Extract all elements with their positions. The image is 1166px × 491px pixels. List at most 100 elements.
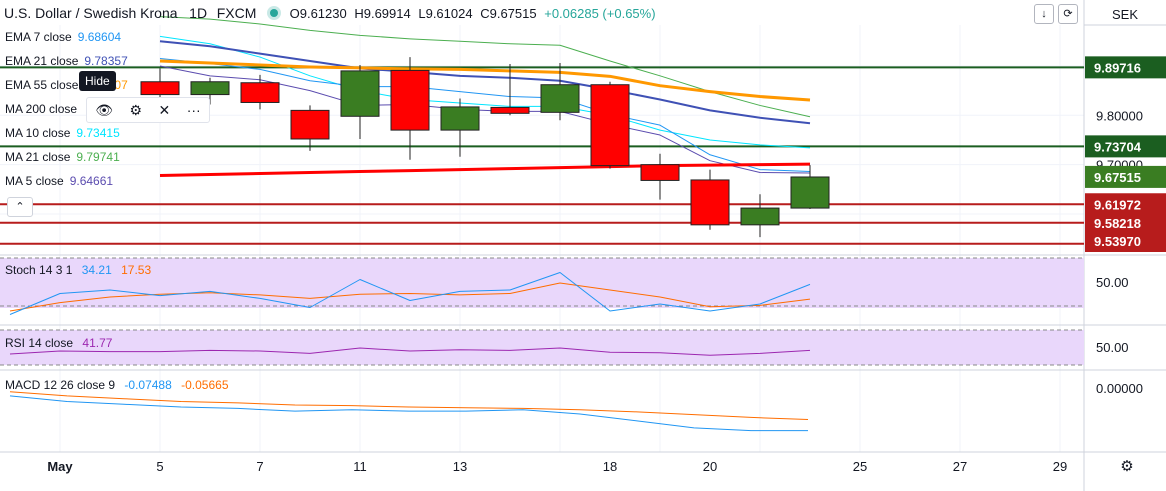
candle-body [490, 106, 530, 114]
legend-item-value: 9.78357 [84, 54, 128, 68]
gear-icon[interactable]: ⚙ [1120, 457, 1133, 475]
time-axis: May 5 7 11 13 18 20 25 27 29 ⚙ [47, 457, 1133, 475]
candle-body [590, 84, 630, 167]
exchange-label: FXCM [216, 5, 257, 21]
price-label: 9.89716 [1094, 60, 1141, 75]
candle-body [290, 109, 330, 140]
legend-item-value: 9.73415 [76, 126, 120, 140]
legend-item-label: MA 5 close [5, 174, 64, 188]
ohlc-open: O9.61230 [289, 6, 347, 21]
legend-item-value: 9.68604 [77, 30, 122, 44]
collapse-legend-button[interactable]: ⌃ [7, 197, 33, 217]
legend-item-label: MA 200 close [5, 102, 78, 116]
time-tick-label: 11 [353, 459, 367, 474]
rsi-band [0, 330, 1084, 365]
candle-body [440, 106, 480, 131]
rsi-label[interactable]: RSI 14 close [5, 336, 74, 350]
legend-item-label: EMA 21 close [5, 54, 79, 68]
time-tick-label: 13 [453, 459, 467, 474]
legend-item-value: 9.64661 [69, 174, 114, 188]
price-axis: 9.800009.70000SEK9.897169.737049.619729.… [1084, 7, 1166, 252]
gear-icon[interactable]: ⚙ [129, 101, 143, 118]
price-label-box [1085, 211, 1166, 234]
symbol-title[interactable]: U.S. Dollar / Swedish Krona [4, 5, 178, 21]
more-icon[interactable]: ··· [186, 102, 201, 118]
currency-label: SEK [1112, 7, 1138, 22]
price-change: +0.06285 (+0.65%) [544, 6, 656, 21]
candle-body [790, 176, 830, 209]
refresh-icon[interactable]: ⟳ [1058, 4, 1078, 24]
ma21-line [159, 16, 811, 118]
candle-body [740, 207, 780, 226]
macd-label[interactable]: MACD 12 26 close 9 [5, 378, 116, 392]
candle-body [390, 69, 430, 131]
price-label: 9.61972 [1094, 197, 1141, 212]
price-label-box [1085, 193, 1166, 216]
legend-item[interactable]: EMA 7 close 9.68604 [5, 30, 121, 44]
candle-body [190, 81, 230, 96]
legend-item[interactable]: MA 21 close 9.79741 [5, 150, 120, 164]
ma5-line [159, 65, 811, 174]
time-tick-label: May [47, 459, 73, 474]
stoch-d-value: 17.53 [121, 263, 152, 277]
stoch-legend: Stoch 14 3 1 34.21 17.53 [5, 263, 151, 277]
stoch-tick-label: 50.00 [1096, 275, 1129, 290]
ma200-line [159, 162, 811, 178]
rsi-tick-label: 50.00 [1096, 340, 1129, 355]
legend-item-value: 9.79741 [76, 150, 120, 164]
candle-body [340, 70, 380, 117]
market-status-icon [269, 9, 278, 17]
rsi-line [9, 347, 811, 356]
macd-value: -0.07488 [124, 378, 172, 392]
close-icon[interactable]: ✕ [158, 101, 171, 118]
time-tick-label: 25 [853, 459, 867, 474]
legend-item[interactable]: MA 10 close 9.73415 [5, 126, 120, 140]
candle-body [540, 84, 580, 113]
price-label: 9.67515 [1094, 170, 1141, 185]
ema55-line [159, 59, 811, 102]
symbol-header: U.S. Dollar / Swedish Krona 1D FXCM O9.6… [4, 5, 656, 21]
ohlc-close: C9.67515 [480, 6, 537, 21]
time-tick-label: 5 [156, 459, 163, 474]
legend-item-label: EMA 7 close [5, 30, 72, 44]
stoch-d-line [9, 282, 811, 312]
macd-line [9, 395, 808, 432]
stoch-label[interactable]: Stoch 14 3 1 [5, 263, 73, 277]
price-label-box [1085, 165, 1166, 188]
stoch-k-value: 34.21 [81, 263, 112, 277]
legend-item[interactable]: EMA 21 close 9.78357 [5, 54, 128, 68]
time-tick-label: 7 [256, 459, 263, 474]
hide-tooltip: Hide [79, 71, 116, 91]
legend-item[interactable]: MA 5 close 9.64661 [5, 174, 113, 188]
price-label: 9.58218 [1094, 216, 1141, 231]
candle-body [690, 179, 730, 226]
eye-icon[interactable]: 👁 [95, 101, 114, 118]
legend-item-label: MA 21 close [5, 150, 71, 164]
macd-legend: MACD 12 26 close 9 -0.07488 -0.05665 [5, 378, 229, 392]
legend-item[interactable]: MA 200 close [5, 102, 77, 116]
rsi-value: 41.77 [82, 336, 113, 350]
ema21-line [159, 40, 811, 125]
ema7-line [159, 58, 811, 173]
price-label-box [1085, 56, 1166, 79]
time-tick-label: 27 [953, 459, 967, 474]
stoch-band [0, 258, 1084, 308]
candle-body [240, 82, 280, 103]
legend-item-label: EMA 55 close [5, 78, 79, 92]
signal-value: -0.05665 [181, 378, 229, 392]
price-label: 9.73704 [1094, 139, 1142, 154]
candle-body [140, 81, 180, 96]
indicator-toolbox: 👁 ⚙ ✕ ··· [86, 97, 210, 123]
price-tick-label: 9.80000 [1096, 108, 1143, 123]
legend-item-label: MA 10 close [5, 126, 71, 140]
ohlc-low: L9.61024 [418, 6, 473, 21]
ma10-line [159, 35, 811, 149]
interval-label[interactable]: 1D [189, 5, 208, 21]
arrow-down-icon[interactable]: ↓ [1034, 4, 1054, 24]
macd-tick-label: 0.00000 [1096, 381, 1143, 396]
stoch-k-line [9, 272, 811, 315]
rsi-legend: RSI 14 close 41.77 [5, 336, 112, 350]
time-tick-label: 20 [703, 459, 717, 474]
time-tick-label: 29 [1053, 459, 1067, 474]
